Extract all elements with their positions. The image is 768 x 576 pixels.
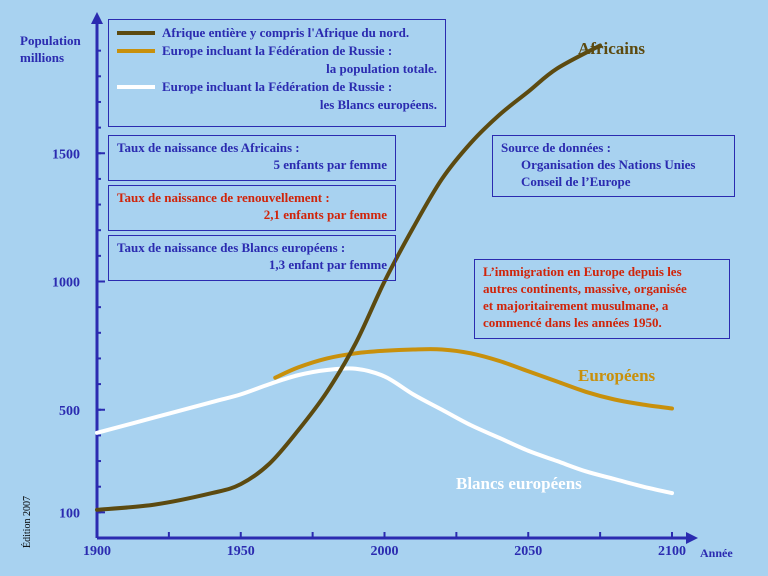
series-label-africains: Africains [578,39,646,58]
x-tick-label: 1900 [83,544,111,559]
legend-swatch-europeens [117,49,155,53]
renewal-birth-rate-value: 2,1 enfants par femme [263,207,387,222]
source-box: Source de données : Organisation des Nat… [492,135,735,197]
legend-label-blancs-2: les Blancs européens. [319,97,437,112]
y-tick-label: 500 [59,404,80,419]
legend-label-europeens-1: Europe incluant la Fédération de Russie … [162,43,393,58]
x-axis-arrow [686,532,698,544]
renewal-birth-rate-box: Taux de naissance de renouvellement : 2,… [108,185,396,231]
africains-birth-rate-value: 5 enfants par femme [273,157,388,172]
x-tick-label: 2100 [658,544,686,559]
africains-birth-rate-title: Taux de naissance des Africains : [117,140,300,155]
axes: 100 500 1000 1500 1900 1950 2000 2050 2100 [52,12,698,559]
legend-item-europeens: Europe incluant la Fédération de Russie … [117,42,437,78]
immigration-note-box: L’immigration en Europe depuis les autre… [474,259,730,339]
series-label-europeens: Européens [578,366,656,385]
y-tick-label: 1500 [52,147,80,162]
legend-label-africains: Afrique entière y compris l'Afrique du n… [162,25,410,40]
series-line-europeens [273,347,674,411]
legend-item-blancs: Europe incluant la Fédération de Russie … [117,78,437,114]
source-title: Source de données : [501,140,611,155]
y-tick-label: 1000 [52,276,80,291]
legend-label-blancs-1: Europe incluant la Fédération de Russie … [162,79,393,94]
source-council: Conseil de l’Europe [521,174,631,189]
immigration-note-line-4: commencé dans les années 1950. [483,315,662,330]
y-axis-title-line-1: Population [20,33,81,48]
immigration-note-line-1: L’immigration en Europe depuis les [483,264,682,279]
x-tick-label: 1950 [227,544,255,559]
series-line-africains [95,43,603,512]
immigration-note-line-3: et majoritairement musulmane, a [483,298,669,313]
blancs-birth-rate-value: 1,3 enfant par femme [268,257,387,272]
legend-swatch-blancs [117,85,155,89]
x-axis-title: Année [700,546,733,560]
source-un: Organisation des Nations Unies [521,157,696,172]
y-axis-title: Population millions [20,32,81,66]
blancs-birth-rate-title: Taux de naissance des Blancs européens : [117,240,346,255]
legend: Afrique entière y compris l'Afrique du n… [108,19,446,127]
legend-item-africains: Afrique entière y compris l'Afrique du n… [117,24,437,42]
legend-label-europeens-2: la population totale. [326,61,437,76]
y-tick-label: 100 [59,506,80,521]
series-label-blancs: Blancs européens [456,474,582,493]
series-line-blancs [95,366,674,496]
africains-birth-rate-box: Taux de naissance des Africains : 5 enfa… [108,135,396,181]
y-axis-arrow [91,12,103,24]
x-tick-label: 2000 [371,544,399,559]
immigration-note-line-2: autres continents, massive, organisée [483,281,687,296]
edition-note: Édition 2007 [22,496,33,548]
series-layer [95,43,674,512]
blancs-birth-rate-box: Taux de naissance des Blancs européens :… [108,235,396,281]
legend-swatch-africains [117,31,155,35]
renewal-birth-rate-title: Taux de naissance de renouvellement : [117,190,330,205]
y-axis-title-line-2: millions [20,50,65,65]
x-tick-label: 2050 [514,544,542,559]
